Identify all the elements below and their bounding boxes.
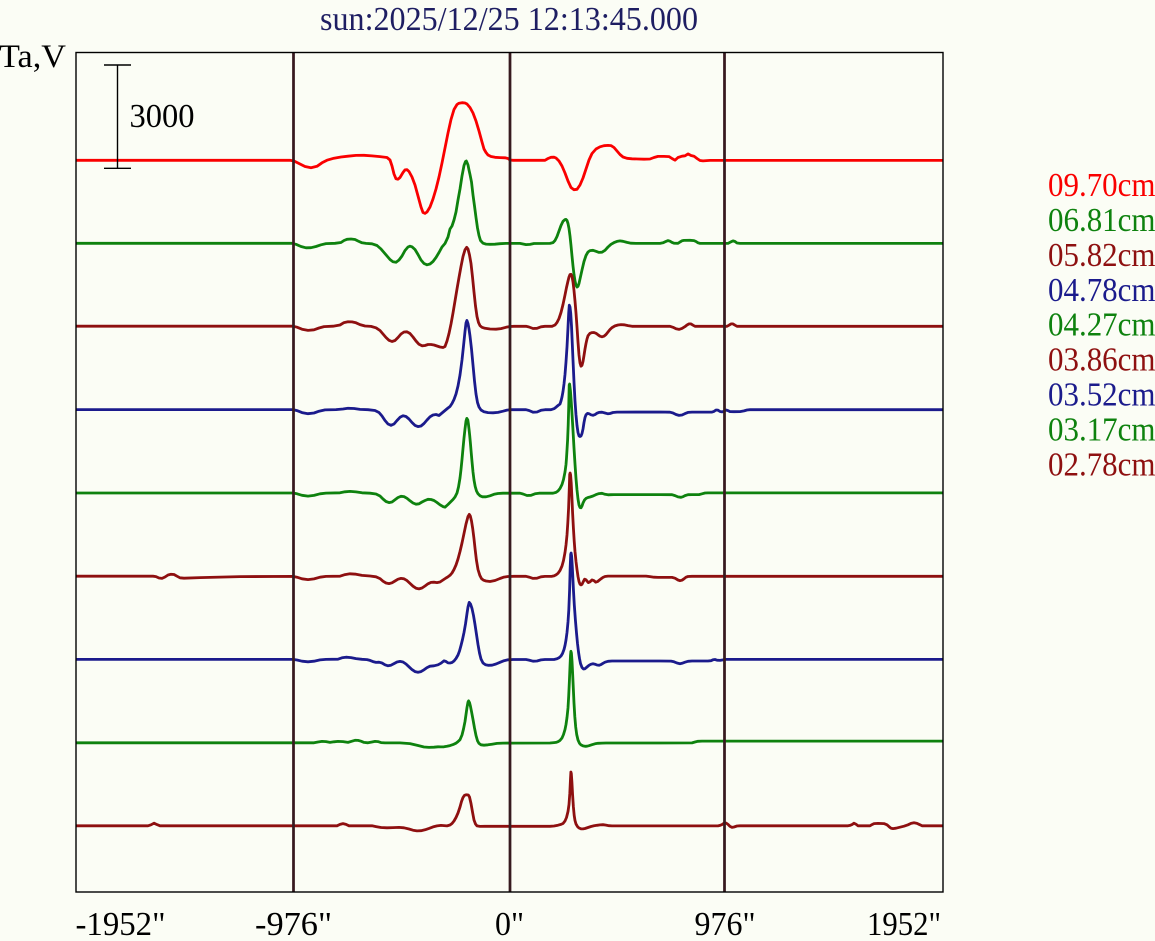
svg-text:-1952": -1952" [76, 906, 166, 941]
svg-text:Ta,V: Ta,V [0, 39, 66, 75]
svg-text:1952": 1952" [867, 906, 941, 941]
svg-text:03.17cm: 03.17cm [1048, 411, 1155, 448]
svg-text:09.70cm: 09.70cm [1048, 167, 1155, 204]
svg-text:sun:2025/12/25 12:13:45.000: sun:2025/12/25 12:13:45.000 [320, 1, 698, 38]
svg-text:02.78cm: 02.78cm [1048, 446, 1155, 483]
svg-text:976": 976" [695, 906, 756, 941]
svg-text:03.52cm: 03.52cm [1048, 377, 1155, 414]
svg-text:0": 0" [495, 906, 524, 941]
svg-text:03.86cm: 03.86cm [1048, 342, 1155, 379]
svg-text:04.78cm: 04.78cm [1048, 272, 1155, 309]
svg-text:05.82cm: 05.82cm [1048, 237, 1155, 274]
svg-text:3000: 3000 [130, 98, 195, 135]
svg-text:06.81cm: 06.81cm [1048, 202, 1155, 239]
svg-text:04.27cm: 04.27cm [1048, 307, 1155, 344]
svg-text:-976": -976" [255, 906, 332, 941]
